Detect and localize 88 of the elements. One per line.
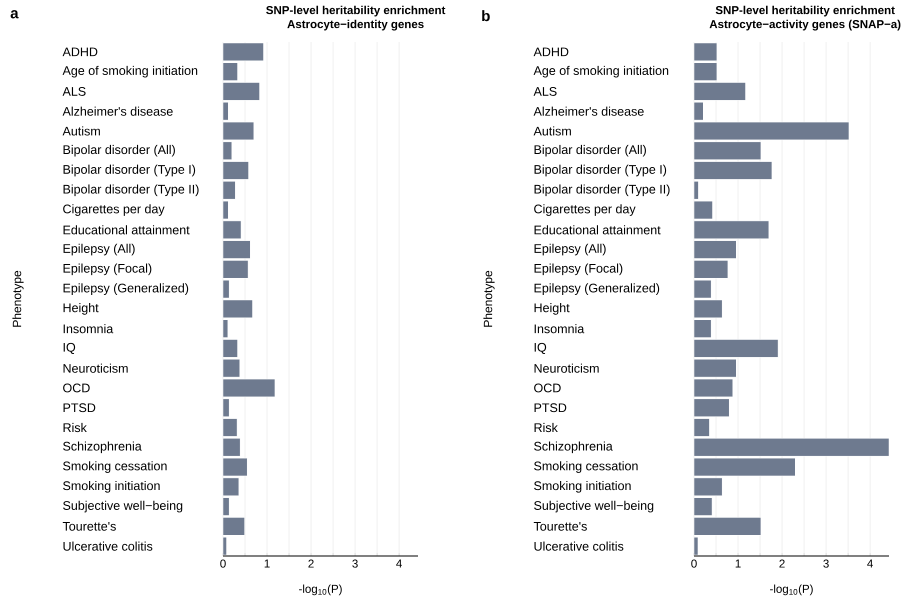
bar — [223, 458, 248, 476]
y-tick-label: Age of smoking initiation — [62, 66, 198, 78]
chart-title: SNP-level heritability enrichment — [716, 6, 895, 16]
y-tick-label: Epilepsy (All) — [64, 244, 135, 256]
x-tick-label: 3 — [823, 560, 829, 568]
text: a — [10, 10, 19, 18]
y-tick-label: IQ — [64, 342, 76, 354]
bar — [223, 359, 240, 378]
bar — [223, 300, 253, 318]
y-tick-label: Tourette's — [534, 522, 587, 531]
y-tick-label: Epilepsy (Generalized) — [64, 283, 188, 295]
y-tick-label: Epilepsy (Focal) — [64, 264, 152, 276]
y-tick-label: Bipolar disorder (Type I) — [534, 164, 666, 176]
chart-subtitle: Astrocyte−identity genes — [287, 20, 424, 31]
y-tick-label: Height — [64, 303, 99, 315]
y-tick-label: Autism — [534, 126, 571, 136]
text: b — [482, 10, 490, 22]
x-tick-label: 3 — [352, 560, 358, 568]
y-tick-label: Tourette's — [62, 522, 116, 531]
y-tick-label: Smoking initiation — [63, 480, 160, 493]
y-tick-label: Risk — [64, 422, 87, 432]
bar — [223, 418, 238, 437]
bar — [223, 181, 236, 200]
x-tick-label: 1 — [736, 560, 741, 568]
y-tick-label: Neuroticism — [64, 364, 128, 373]
y-tick-label: Epilepsy (Generalized) — [534, 283, 660, 295]
bar — [223, 478, 240, 496]
y-tick-label: Smoking cessation — [534, 461, 638, 473]
y-tick-label: Schizophrenia — [63, 441, 142, 454]
y-tick-label: Bipolar disorder (Type I) — [64, 164, 196, 176]
bar — [223, 260, 248, 278]
y-axis-title: Phenotype — [483, 270, 495, 327]
y-tick-label: Autism — [62, 126, 100, 136]
bar — [223, 82, 260, 101]
y-tick-label: Educational attainment — [64, 225, 190, 234]
chart-title: SNP-level heritability enrichment — [266, 6, 446, 16]
x-tick-label: 4 — [867, 560, 873, 568]
bar — [223, 161, 249, 180]
y-tick-label: Educational attainment — [534, 225, 661, 234]
y-tick-label: Alzheimer's disease — [534, 106, 644, 116]
y-tick-label: Bipolar disorder (All) — [534, 144, 646, 157]
chart-subtitle: Astrocyte−activity genes (SNAP−a) — [710, 20, 900, 31]
y-tick-label: IQ — [534, 342, 546, 354]
y-tick-label: Height — [534, 303, 570, 315]
bar — [223, 438, 240, 456]
x-tick-label: 4 — [396, 560, 402, 568]
x-tick-label: 1 — [264, 560, 270, 568]
y-tick-label: Epilepsy (All) — [534, 244, 606, 256]
bar — [223, 240, 251, 259]
bar — [223, 378, 276, 398]
y-tick-label: Neuroticism — [534, 364, 599, 373]
y-tick-label: ALS — [62, 86, 86, 96]
bar — [223, 122, 254, 140]
y-tick-label: Subjective well−being — [534, 500, 654, 512]
y-tick-label: Schizophrenia — [534, 441, 613, 454]
x-tick-label: 2 — [308, 560, 314, 568]
x-tick-label: 0 — [220, 560, 226, 568]
y-tick-label: Insomnia — [64, 324, 114, 334]
y-tick-label: Bipolar disorder (All) — [64, 144, 175, 157]
y-tick-label: Smoking cessation — [63, 461, 167, 473]
y-tick-label: OCD — [63, 384, 90, 392]
bar — [223, 42, 264, 62]
y-tick-label: Subjective well−being — [63, 500, 182, 512]
y-tick-label: Risk — [534, 422, 558, 432]
y-tick-label: OCD — [534, 384, 561, 392]
y-tick-label: Bipolar disorder (Type II) — [534, 184, 670, 196]
y-tick-label: ALS — [534, 86, 557, 96]
y-tick-label: Bipolar disorder (Type II) — [64, 184, 199, 196]
y-tick-label: Cigarettes per day — [534, 204, 636, 216]
x-axis-title: -log$_{10}$(P) — [299, 584, 342, 596]
y-tick-label: ADHD — [62, 48, 98, 56]
x-axis-title: -log$_{10}$(P) — [770, 584, 813, 596]
y-tick-label: Smoking initiation — [534, 480, 631, 493]
y-tick-label: Epilepsy (Focal) — [534, 264, 622, 276]
y-tick-label: ADHD — [534, 48, 568, 56]
y-tick-label: PTSD — [534, 403, 566, 412]
bar — [223, 220, 242, 239]
y-tick-label: Cigarettes per day — [63, 204, 165, 216]
y-tick-label: Insomnia — [534, 324, 584, 334]
y-tick-label: Ulcerative colitis — [63, 542, 152, 551]
x-tick-label: 0 — [691, 560, 697, 568]
bar — [223, 517, 245, 536]
y-tick-label: PTSD — [64, 403, 96, 412]
y-tick-label: Alzheimer's disease — [62, 106, 173, 116]
y-tick-label: Age of smoking initiation — [534, 66, 668, 78]
x-tick-label: 2 — [779, 560, 785, 568]
y-tick-label: Ulcerative colitis — [534, 542, 624, 551]
y-axis-title: Phenotype — [12, 270, 24, 327]
